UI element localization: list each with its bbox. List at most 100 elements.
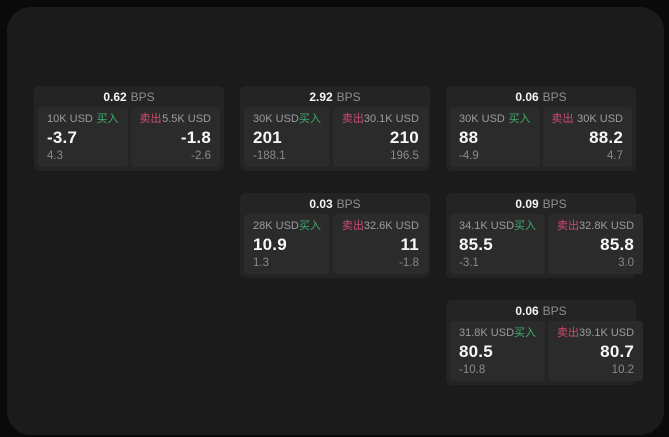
buy-amount: 31.8K USD — [459, 327, 515, 339]
quotes-panel: 0.62 BPS 10K USD 买入 -3.7 4.3 卖出 5.5K USD — [7, 7, 664, 435]
sell-tile-top: 卖出 5.5K USD — [140, 114, 212, 125]
buy-tag: 买入 — [514, 220, 537, 232]
sell-tile-top: 卖出 30K USD — [552, 114, 624, 125]
sell-amount: 39.1K USD — [579, 327, 635, 339]
quote-card: 0.03 BPS 28K USD 买入 10.9 1.3 卖出 32.6K US… — [240, 193, 430, 278]
buy-tile-top: 30K USD 买入 — [253, 114, 321, 125]
bps-value: 0.03 — [309, 197, 333, 211]
buy-price: 88 — [459, 128, 479, 147]
buy-tile-top: 10K USD 买入 — [47, 114, 119, 125]
sell-delta: 10.2 — [611, 364, 635, 376]
buy-amount: 10K USD — [47, 113, 93, 125]
quote-card: 0.06 BPS 30K USD 买入 88 -4.9 卖出 30K USD — [446, 86, 636, 171]
card-header: 0.06 BPS — [446, 300, 636, 320]
bps-value: 0.06 — [515, 90, 539, 104]
buy-quote-tile[interactable]: 31.8K USD 买入 80.5 -10.8 — [450, 321, 546, 381]
card-header: 0.06 BPS — [446, 86, 636, 106]
sell-amount: 30K USD — [577, 113, 623, 125]
bps-unit: BPS — [336, 90, 361, 104]
buy-quote-tile[interactable]: 30K USD 买入 88 -4.9 — [450, 107, 540, 167]
buy-tag: 买入 — [508, 113, 531, 125]
bps-value: 2.92 — [309, 90, 333, 104]
buy-tag: 买入 — [298, 113, 321, 125]
buy-quote-tile[interactable]: 34.1K USD 买入 85.5 -3.1 — [450, 214, 546, 274]
sell-delta: -2.6 — [191, 150, 211, 162]
sell-delta: 3.0 — [618, 257, 635, 269]
sell-amount: 32.6K USD — [363, 220, 419, 232]
buy-amount: 28K USD — [253, 220, 299, 232]
sell-quote-tile[interactable]: 卖出 39.1K USD 80.7 10.2 — [548, 321, 644, 381]
sell-tile-top: 卖出 30.1K USD — [342, 114, 419, 125]
buy-price: 85.5 — [459, 235, 493, 254]
bps-value: 0.62 — [103, 90, 127, 104]
bps-unit: BPS — [336, 197, 361, 211]
buy-price: 201 — [253, 128, 282, 147]
bps-value: 0.09 — [515, 197, 539, 211]
sell-quote-tile[interactable]: 卖出 5.5K USD -1.8 -2.6 — [130, 107, 220, 167]
card-body: 30K USD 买入 201 -188.1 卖出 30.1K USD 210 1… — [240, 106, 430, 167]
quote-card: 0.06 BPS 31.8K USD 买入 80.5 -10.8 卖出 39.1… — [446, 300, 644, 385]
buy-tag: 买入 — [96, 113, 119, 125]
buy-tile-top: 31.8K USD 买入 — [459, 328, 536, 339]
buy-tile-top: 28K USD 买入 — [253, 221, 321, 232]
buy-amount: 30K USD — [459, 113, 505, 125]
card-body: 31.8K USD 买入 80.5 -10.8 卖出 39.1K USD 80.… — [446, 320, 644, 381]
buy-price: 80.5 — [459, 342, 493, 361]
buy-delta: 4.3 — [47, 150, 63, 162]
sell-delta: 196.5 — [390, 150, 419, 162]
bps-unit: BPS — [542, 197, 567, 211]
card-header: 0.62 BPS — [34, 86, 224, 106]
quote-card: 2.92 BPS 30K USD 买入 201 -188.1 卖出 30.1K … — [240, 86, 430, 171]
bps-unit: BPS — [130, 90, 155, 104]
buy-amount: 34.1K USD — [459, 220, 515, 232]
sell-tag: 卖出 — [557, 220, 580, 232]
card-header: 2.92 BPS — [240, 86, 430, 106]
sell-tile-top: 卖出 32.8K USD — [557, 221, 634, 232]
buy-quote-tile[interactable]: 28K USD 买入 10.9 1.3 — [244, 214, 330, 274]
sell-tag: 卖出 — [557, 327, 580, 339]
card-body: 10K USD 买入 -3.7 4.3 卖出 5.5K USD -1.8 -2.… — [34, 106, 224, 167]
buy-quote-tile[interactable]: 10K USD 买入 -3.7 4.3 — [38, 107, 128, 167]
sell-quote-tile[interactable]: 卖出 32.8K USD 85.8 3.0 — [548, 214, 644, 274]
sell-tag: 卖出 — [341, 220, 364, 232]
quote-card: 0.62 BPS 10K USD 买入 -3.7 4.3 卖出 5.5K USD — [34, 86, 224, 171]
bps-value: 0.06 — [515, 304, 539, 318]
card-header: 0.09 BPS — [446, 193, 636, 213]
sell-delta: 4.7 — [607, 150, 623, 162]
sell-price: 210 — [389, 128, 419, 147]
buy-amount: 30K USD — [253, 113, 299, 125]
buy-price: -3.7 — [47, 128, 78, 147]
sell-tag: 卖出 — [551, 113, 574, 125]
sell-tag: 卖出 — [139, 113, 162, 125]
quote-card: 0.09 BPS 34.1K USD 买入 85.5 -3.1 卖出 32.8K… — [446, 193, 644, 278]
buy-delta: -10.8 — [459, 364, 486, 376]
card-body: 28K USD 买入 10.9 1.3 卖出 32.6K USD 11 -1.8 — [240, 213, 430, 274]
buy-tile-top: 30K USD 买入 — [459, 114, 531, 125]
sell-amount: 30.1K USD — [363, 113, 419, 125]
buy-delta: -4.9 — [459, 150, 479, 162]
sell-amount: 32.8K USD — [579, 220, 635, 232]
sell-tile-top: 卖出 39.1K USD — [557, 328, 634, 339]
buy-quote-tile[interactable]: 30K USD 买入 201 -188.1 — [244, 107, 330, 167]
sell-tile-top: 卖出 32.6K USD — [342, 221, 419, 232]
card-body: 30K USD 买入 88 -4.9 卖出 30K USD 88.2 4.7 — [446, 106, 636, 167]
sell-price: 80.7 — [600, 342, 635, 361]
sell-quote-tile[interactable]: 卖出 30K USD 88.2 4.7 — [542, 107, 632, 167]
sell-price: 88.2 — [589, 128, 623, 147]
buy-delta: -3.1 — [459, 257, 479, 269]
card-body: 34.1K USD 买入 85.5 -3.1 卖出 32.8K USD 85.8… — [446, 213, 644, 274]
sell-tag: 卖出 — [341, 113, 364, 125]
sell-price: -1.8 — [180, 128, 211, 147]
sell-quote-tile[interactable]: 卖出 32.6K USD 11 -1.8 — [332, 214, 428, 274]
buy-delta: 1.3 — [253, 257, 269, 269]
buy-delta: -188.1 — [253, 150, 286, 162]
sell-price: 85.8 — [600, 235, 635, 254]
sell-quote-tile[interactable]: 卖出 30.1K USD 210 196.5 — [332, 107, 428, 167]
buy-price: 10.9 — [253, 235, 287, 254]
buy-tile-top: 34.1K USD 买入 — [459, 221, 536, 232]
buy-tag: 买入 — [514, 327, 537, 339]
sell-amount: 5.5K USD — [162, 113, 211, 125]
bps-unit: BPS — [542, 304, 567, 318]
bps-unit: BPS — [542, 90, 567, 104]
